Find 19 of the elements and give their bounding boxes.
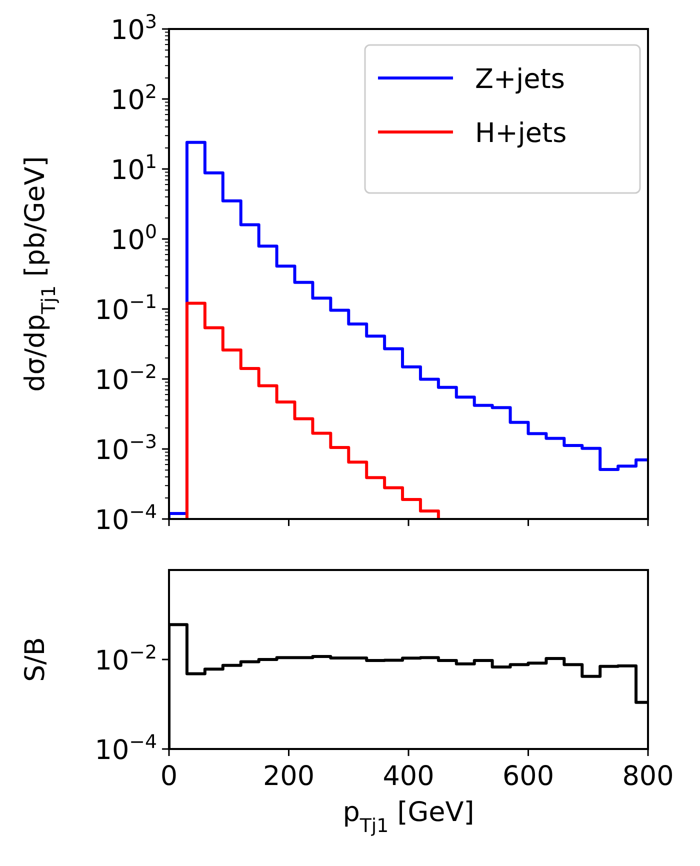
y-tick-label: 10$^{2}$ bbox=[110, 81, 157, 116]
y-tick-label: 10$^{−2}$ bbox=[94, 642, 157, 676]
y-tick-label: 10$^{−1}$ bbox=[94, 291, 157, 326]
legend-label: H+jets bbox=[475, 118, 567, 149]
y-tick-label: 10$^{−3}$ bbox=[94, 431, 157, 466]
x-tick-label: 200 bbox=[262, 761, 315, 792]
y-tick-label: 10$^{0}$ bbox=[110, 221, 157, 256]
legend-label: Z+jets bbox=[475, 64, 565, 95]
y-tick-label: 10$^{3}$ bbox=[110, 11, 157, 46]
y-tick-label: 10$^{−4}$ bbox=[94, 501, 157, 536]
y-tick-label: 10$^{−4}$ bbox=[94, 731, 157, 766]
x-axis-title: p$_{Tj1}$ [GeV] bbox=[342, 797, 474, 837]
x-tick-label: 600 bbox=[502, 761, 554, 792]
y-tick-label: 10$^{1}$ bbox=[110, 151, 157, 186]
y-tick-label: 10$^{−2}$ bbox=[94, 361, 157, 396]
y-axis-title: S/B bbox=[20, 637, 51, 682]
x-tick-label: 800 bbox=[622, 761, 674, 792]
x-tick-label: 0 bbox=[160, 761, 178, 792]
x-tick-label: 400 bbox=[382, 761, 434, 792]
